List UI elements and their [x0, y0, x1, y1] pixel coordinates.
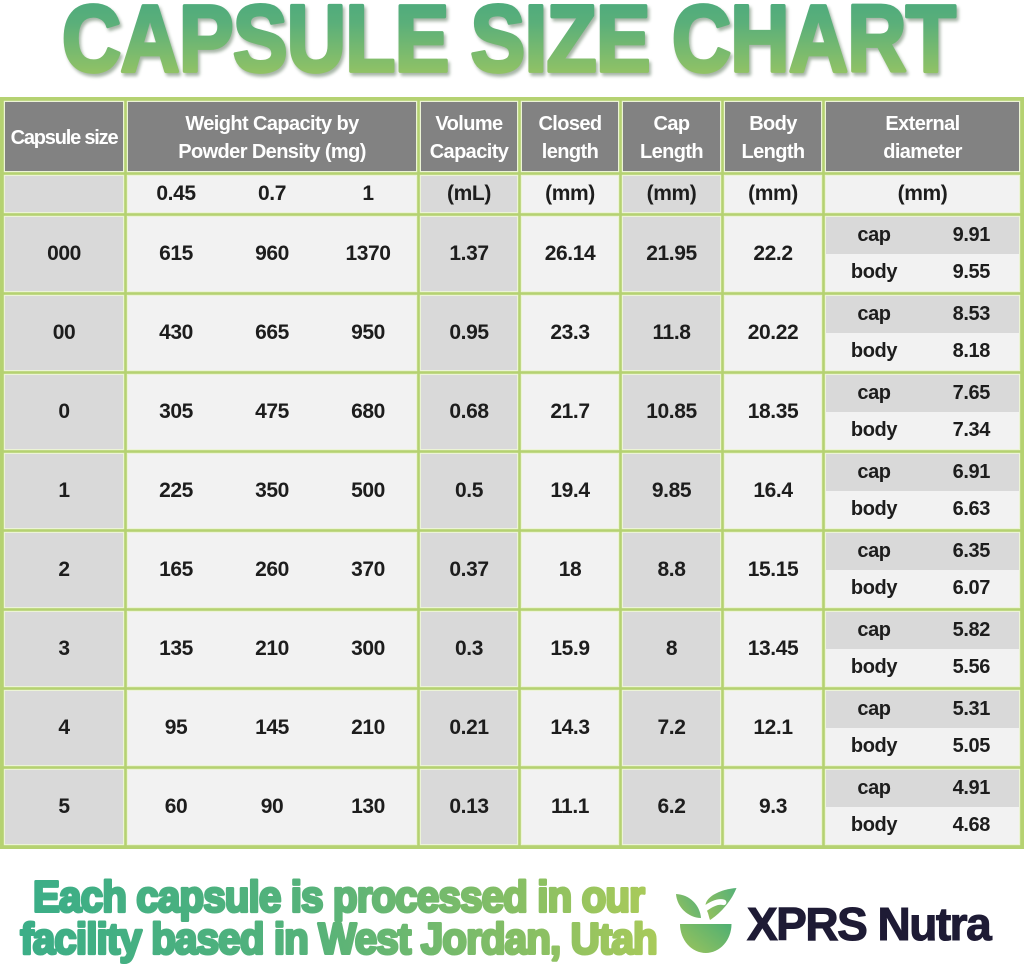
svg-text:CAPSULE SIZE CHART: CAPSULE SIZE CHART — [62, 0, 956, 91]
svg-text:Each capsule is processed in o: Each capsule is processed in our — [33, 872, 644, 921]
svg-text:facility based in West Jordan,: facility based in West Jordan, Utah — [20, 914, 657, 963]
